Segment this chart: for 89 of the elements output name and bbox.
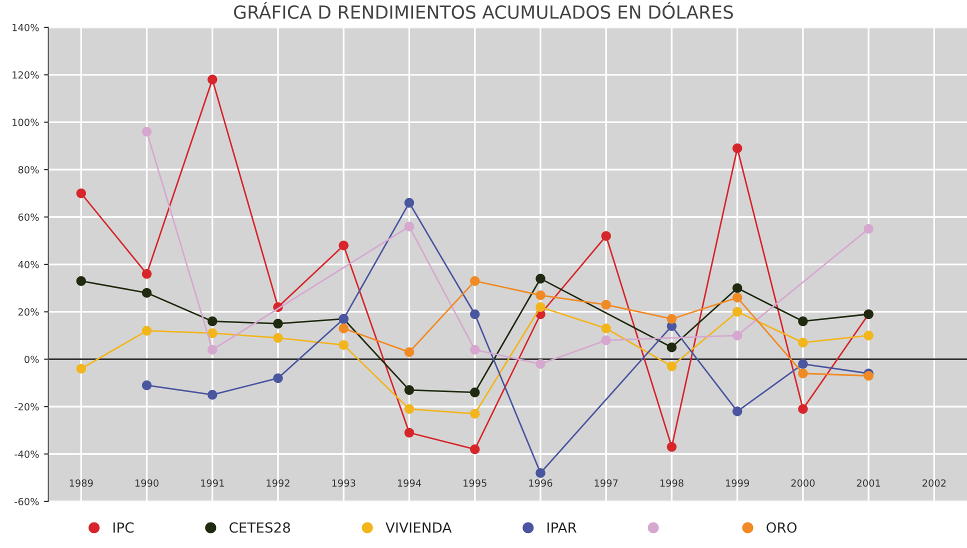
x-tick-label: 1999 xyxy=(726,479,750,487)
point xyxy=(208,74,218,84)
legend-label: VIVIENDA xyxy=(386,522,452,533)
point xyxy=(864,330,874,340)
y-tick-label: 0% xyxy=(24,356,39,364)
point xyxy=(208,344,218,355)
point xyxy=(404,404,414,414)
point xyxy=(536,468,546,478)
point xyxy=(76,188,86,198)
point xyxy=(470,309,480,320)
point xyxy=(732,292,742,302)
y-tick-label: 100% xyxy=(12,118,39,126)
point xyxy=(273,373,283,384)
point xyxy=(76,276,86,286)
x-tick-label: 1997 xyxy=(594,479,618,487)
y-tick-label: -60% xyxy=(14,498,39,506)
point xyxy=(798,359,808,369)
point xyxy=(404,347,414,357)
point xyxy=(76,364,86,374)
point xyxy=(536,274,546,284)
x-tick-label: 1992 xyxy=(266,479,290,487)
y-tick-label: -40% xyxy=(14,450,39,458)
y-tick-label: 20% xyxy=(18,308,39,316)
point xyxy=(536,359,546,369)
y-tick-label: -20% xyxy=(14,403,39,410)
x-tick-label: 1989 xyxy=(70,479,93,487)
point xyxy=(338,324,348,334)
point xyxy=(273,318,283,329)
point xyxy=(798,368,808,378)
legend-label: IPAR xyxy=(548,522,577,533)
point xyxy=(142,126,152,137)
y-tick-label: 80% xyxy=(18,166,39,174)
point xyxy=(142,380,152,390)
chart-title: GRÁFICA D RENDIMIENTOS ACUMULADOS EN DÓLARES xyxy=(234,2,733,19)
x-tick-label: 1996 xyxy=(529,479,552,487)
x-tick-label: 1993 xyxy=(332,479,356,487)
point xyxy=(601,300,611,310)
point xyxy=(273,333,283,343)
point xyxy=(470,444,480,454)
point xyxy=(732,306,742,317)
y-tick-label: 60% xyxy=(18,213,39,221)
x-tick-label: 2000 xyxy=(791,479,815,487)
point xyxy=(404,428,414,438)
point xyxy=(601,231,611,241)
legend-label: ORO xyxy=(766,522,797,533)
point xyxy=(666,342,677,352)
point xyxy=(864,224,874,234)
x-tick-label: 1994 xyxy=(398,479,422,487)
point xyxy=(404,385,414,395)
point xyxy=(732,406,742,416)
x-tick-label: 1991 xyxy=(201,479,224,487)
y-tick-label: 140% xyxy=(12,24,39,32)
point xyxy=(536,290,546,300)
point xyxy=(798,338,808,348)
y-tick-label: 120% xyxy=(12,71,39,79)
x-tick-label: 2002 xyxy=(922,479,946,487)
point xyxy=(601,335,611,346)
point xyxy=(864,370,874,381)
point xyxy=(142,269,152,279)
point xyxy=(208,390,218,400)
point xyxy=(208,328,218,338)
point xyxy=(666,361,677,372)
legend-label: IPC xyxy=(113,522,134,533)
x-tick-label: 2001 xyxy=(856,479,880,487)
y-tick-label: 40% xyxy=(18,260,39,268)
x-tick-label: 1990 xyxy=(135,479,158,487)
point xyxy=(732,330,742,340)
point xyxy=(798,316,808,326)
x-tick-label: 1995 xyxy=(464,479,486,487)
point xyxy=(338,240,348,250)
point xyxy=(666,442,677,452)
point xyxy=(732,283,742,293)
point xyxy=(470,388,480,398)
point xyxy=(732,143,742,154)
point xyxy=(470,408,480,419)
point xyxy=(338,340,348,350)
point xyxy=(208,316,218,326)
point xyxy=(536,302,546,312)
point xyxy=(470,344,480,355)
x-tick-label: 1998 xyxy=(660,479,684,487)
point xyxy=(601,324,611,334)
point xyxy=(666,314,677,324)
point xyxy=(404,198,414,208)
point xyxy=(404,222,414,232)
point xyxy=(142,326,152,336)
legend-label: CETES28 xyxy=(230,522,290,533)
point xyxy=(470,276,480,286)
point xyxy=(798,404,808,414)
point xyxy=(142,288,152,298)
